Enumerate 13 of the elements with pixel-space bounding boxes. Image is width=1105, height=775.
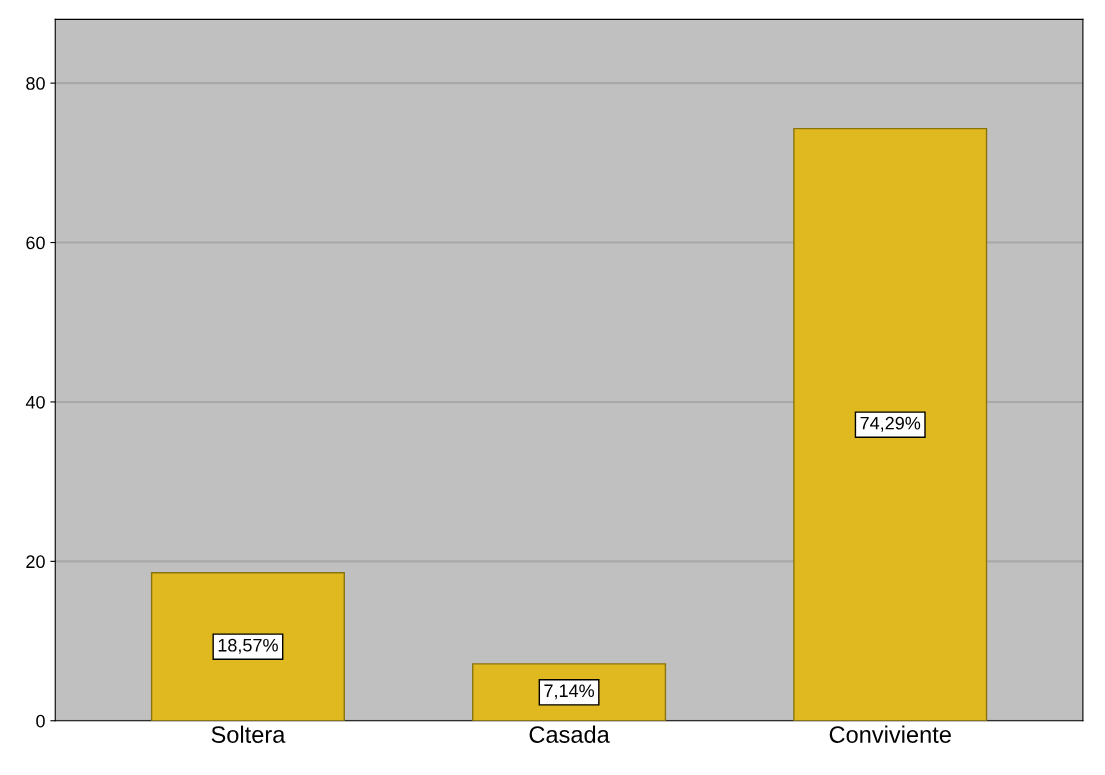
data-label: 18,57% xyxy=(218,638,278,654)
data-label: 74,29% xyxy=(860,416,921,432)
data-label: 7,14% xyxy=(544,684,595,700)
y-tick-label: 0 xyxy=(36,714,45,728)
y-tick-label: 20 xyxy=(26,555,45,569)
y-tick-label: 40 xyxy=(25,395,45,409)
x-tick-label: Casada xyxy=(529,725,610,743)
x-tick-label: Soltera xyxy=(211,725,286,743)
y-tick-label: 60 xyxy=(26,236,45,250)
bar xyxy=(150,572,345,721)
y-tick-label: 80 xyxy=(26,77,45,90)
bar xyxy=(793,127,988,721)
x-tick-label: Conviviente xyxy=(829,725,951,743)
